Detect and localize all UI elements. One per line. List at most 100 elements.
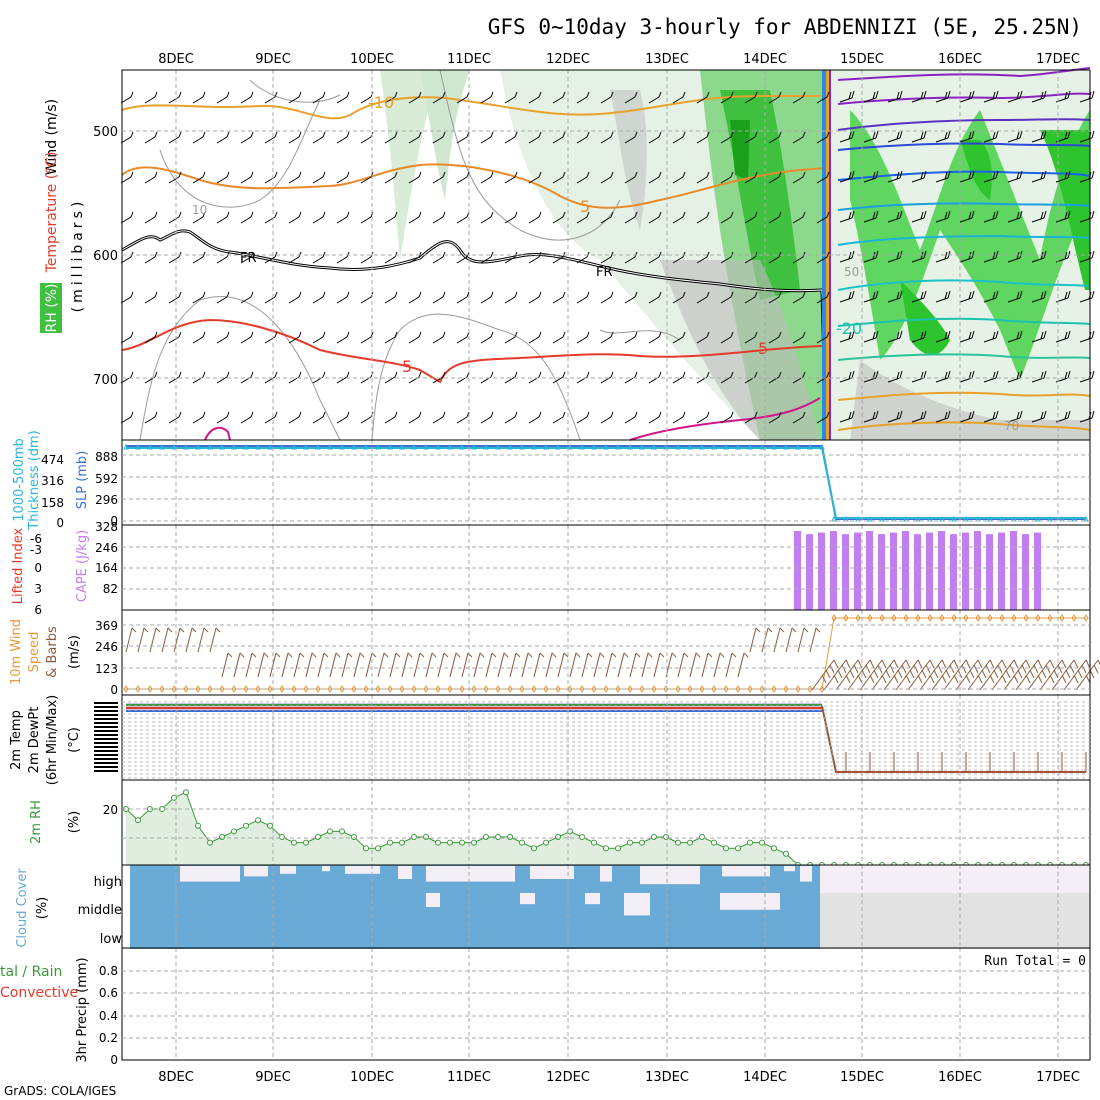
wind-label-d: (m/s) (67, 635, 82, 669)
temp-tick (94, 722, 118, 724)
thickness-point (183, 443, 189, 450)
thickness-point (291, 443, 297, 450)
wind-barb (967, 659, 991, 691)
rh2m-point (783, 850, 789, 857)
cape-panel: -6 -3 0 3 6 328 246 164 82 Lifted Index … (11, 520, 1090, 617)
wind-barb (317, 652, 325, 678)
wind-tick-369: 369 (95, 619, 118, 633)
ytick-700: 700 (93, 373, 118, 388)
date-bottom-9DEC: 9DEC (255, 1070, 291, 1085)
thickness-point (171, 443, 177, 450)
li-label: Lifted Index (11, 527, 26, 604)
rh2m-point (291, 839, 297, 846)
thickness-point (207, 443, 213, 450)
wind-barb (137, 627, 145, 653)
thickness-point (723, 443, 729, 450)
date-bottom-17DEC: 17DEC (1036, 1070, 1080, 1085)
rh2m-point (651, 834, 657, 840)
upper-mb-label: (millibars) (70, 198, 86, 313)
thick-tick-0: 0 (56, 516, 64, 530)
date-bottom-15DEC: 15DEC (840, 1070, 884, 1085)
thickness-point (423, 443, 429, 450)
cape-bar (962, 532, 969, 610)
thick-tick-316: 316 (41, 474, 64, 488)
wind-barb (725, 652, 733, 678)
slp-panel: 474 316 158 0 888 592 296 0 1000-500mb T… (12, 430, 1089, 531)
rh2m-point (555, 834, 561, 840)
cloud-label-a: Cloud Cover (15, 868, 30, 948)
rh2m-point (507, 834, 513, 840)
label-rh10: 10 (192, 203, 207, 217)
cloud-cells (130, 865, 1090, 949)
thickness-point (471, 443, 477, 450)
thickness-point (951, 515, 957, 522)
rh2m-point (447, 839, 453, 846)
cape-bar (1022, 534, 1029, 610)
rh2m-point (435, 839, 441, 846)
wind-barb (701, 652, 709, 678)
wind-barb (797, 627, 805, 653)
wind-barb (955, 659, 979, 691)
thickness-point (915, 515, 921, 522)
cloud-gap (244, 866, 268, 877)
thickness-point (699, 443, 705, 450)
top-date-axis: 8DEC 9DEC 10DEC 11DEC 12DEC 13DEC 14DEC 15DEC 16… (158, 52, 1080, 67)
rh2m-point (495, 834, 501, 840)
thickness-point (579, 443, 585, 450)
wind-barb (497, 652, 505, 678)
rh2m-point (603, 845, 609, 852)
temp-panel: 2m Temp 2m DewPt (6hr Min/Max) (°C) (9, 695, 1087, 785)
thickness-point (159, 443, 165, 450)
thickness-point (375, 443, 381, 450)
wind-barb (629, 652, 637, 678)
cloud-gap (784, 866, 795, 872)
wind-label-a: 10m Wind (9, 619, 24, 685)
wind-barb (847, 659, 871, 691)
thickness-point (807, 443, 813, 450)
thickness-point (231, 443, 237, 450)
temp-tick (94, 714, 118, 716)
wind-barb (545, 652, 553, 678)
wind-barb (689, 652, 697, 678)
label-fr1: FR (240, 251, 257, 266)
wind-barb (293, 652, 301, 678)
cape-bar (950, 534, 957, 610)
label-rh50: 50 (844, 265, 859, 279)
wind-barb (1039, 659, 1063, 691)
cape-bar (974, 531, 981, 610)
upper-wind-barbs (120, 90, 1095, 424)
rh2m-label-a: 2m RH (29, 800, 44, 844)
wind-barb (257, 652, 265, 678)
cloud-levels: high middle low (78, 875, 123, 947)
thickness-point (711, 443, 717, 450)
rh2m-point (615, 845, 621, 852)
thickness-point (879, 515, 885, 522)
cape-bar (926, 532, 933, 610)
precip-panel: 0.8 0.6 0.4 0.2 0 Run Total = 0 tal / Ra… (0, 954, 1086, 1067)
thickness-point (675, 443, 681, 450)
rh2m-point (471, 839, 477, 846)
cape-tick-82: 82 (103, 582, 118, 596)
wind-barb (353, 652, 361, 678)
temp-tick (94, 750, 118, 752)
date-top-15DEC: 15DEC (840, 52, 884, 67)
cloud-gap (585, 893, 600, 905)
wind-barb (521, 652, 529, 678)
date-top-12DEC: 12DEC (546, 52, 590, 67)
rh2m-point (207, 839, 213, 846)
wind-barb (185, 627, 193, 653)
precip-label-a: tal / Rain (0, 964, 62, 980)
rh2m-point (699, 834, 705, 840)
rh2m-point (399, 839, 405, 846)
slp-label-c: SLP (mb) (75, 451, 90, 510)
thickness-point (531, 443, 537, 450)
temp-label-c: (6hr Min/Max) (45, 695, 60, 785)
wind-barb (785, 627, 793, 653)
credit-label: GrADS: COLA/IGES (4, 1084, 116, 1098)
panel-frames (121, 69, 1091, 1061)
rh2m-point (663, 834, 669, 840)
thickness-point (819, 443, 825, 450)
thickness-point (327, 443, 333, 450)
rh2m-point (759, 839, 765, 846)
wind-barb (461, 652, 469, 678)
